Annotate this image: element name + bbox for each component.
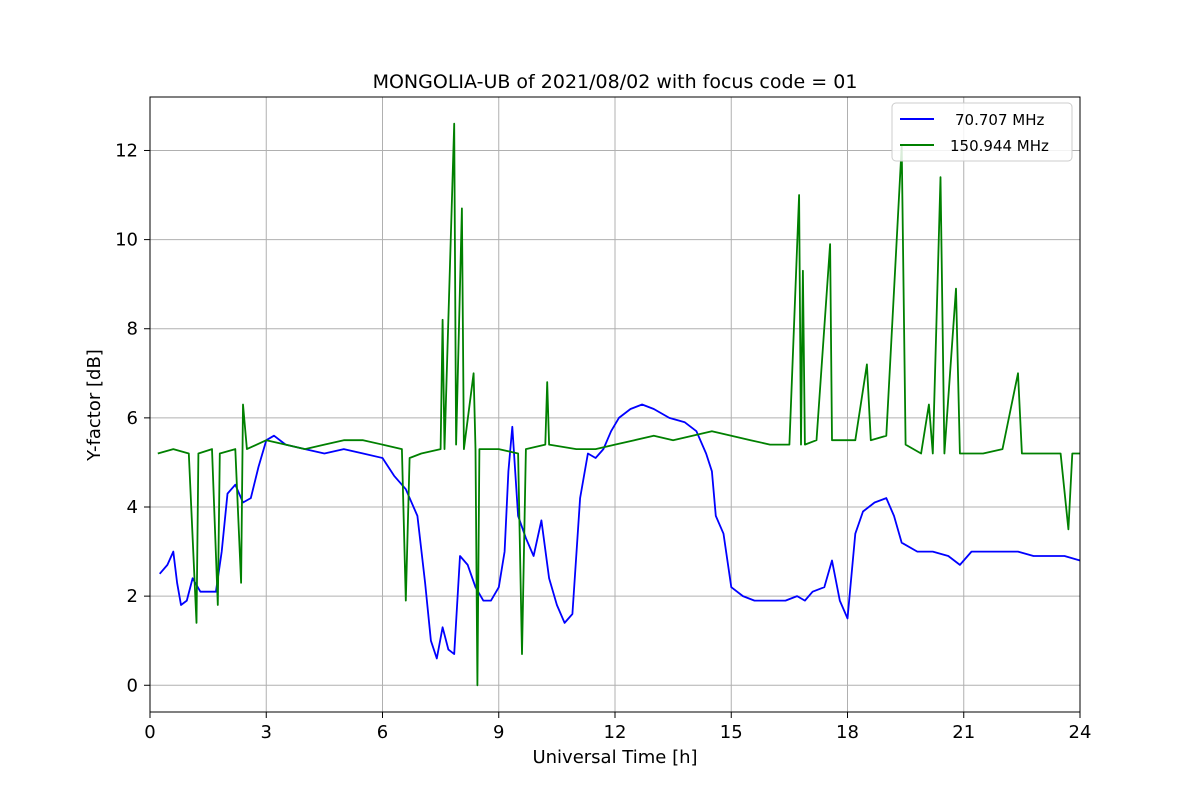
y-tick-label: 0 [127, 675, 138, 696]
x-tick-label: 24 [1069, 722, 1092, 743]
series-line-1 [159, 403, 1081, 660]
y-tick-label: 12 [115, 140, 138, 161]
chart-title: MONGOLIA-UB of 2021/08/02 with focus cod… [373, 71, 858, 93]
legend-box [891, 102, 1073, 162]
x-tick-label: 3 [261, 722, 272, 743]
y-tick-label: 4 [127, 497, 138, 518]
x-tick-label: 21 [952, 722, 975, 743]
x-tick-label: 12 [604, 722, 627, 743]
y-tick-label: 6 [127, 408, 138, 429]
x-axis: 0 3 6 9 12 15 18 21 24 [144, 712, 1091, 743]
legend: 70.707 MHz 150.944 MHz [891, 102, 1073, 162]
y-tick-label: 10 [115, 230, 138, 251]
y-tick-label: 8 [127, 319, 138, 340]
x-tick-label: 6 [377, 722, 388, 743]
legend-label-2: 150.944 MHz [950, 137, 1049, 155]
x-axis-label: Universal Time [h] [532, 747, 697, 768]
y-axis-label: Y-factor [dB] [84, 349, 105, 462]
x-tick-label: 15 [720, 722, 743, 743]
x-tick-label: 0 [144, 722, 155, 743]
x-tick-label: 9 [493, 722, 504, 743]
plot-area [157, 122, 1081, 687]
series-line-2 [157, 122, 1080, 687]
y-axis: 0 2 4 6 8 10 12 [115, 140, 150, 696]
y-tick-label: 2 [127, 586, 138, 607]
x-tick-label: 18 [836, 722, 859, 743]
legend-label-1: 70.707 MHz [955, 111, 1044, 129]
